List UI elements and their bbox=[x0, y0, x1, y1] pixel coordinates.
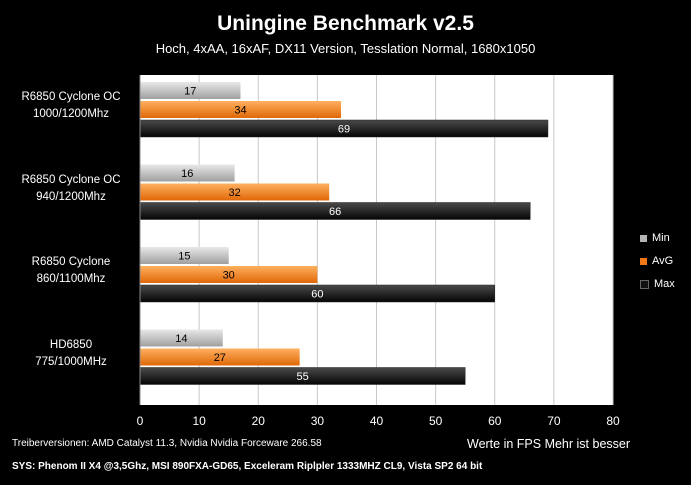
bar-value-label: 69 bbox=[338, 123, 350, 135]
bar-avg bbox=[140, 101, 342, 118]
category-label-line: 775/1000MHz bbox=[35, 355, 107, 368]
bar-value-label: 30 bbox=[223, 269, 235, 281]
bar-min bbox=[140, 164, 235, 182]
x-tick-label: 20 bbox=[251, 414, 265, 428]
bar-value-label: 27 bbox=[214, 352, 226, 364]
category-label-line: 940/1200Mhz bbox=[36, 190, 106, 203]
category-label-line: 860/1100Mhz bbox=[36, 273, 106, 286]
bar-value-label: 34 bbox=[234, 104, 246, 116]
category-label-line: R6850 Cyclone OC bbox=[21, 173, 121, 186]
bar-avg bbox=[140, 183, 330, 201]
x-axis-label: Werte in FPS Mehr ist besser bbox=[467, 437, 631, 451]
x-tick-label: 40 bbox=[369, 414, 384, 428]
x-tick-label: 10 bbox=[192, 414, 206, 428]
category-label: R6850 Cyclone 860/1100Mhz bbox=[8, 254, 134, 288]
category-label: R6850 Cyclone OC 1000/1200Mhz bbox=[8, 89, 134, 123]
legend-swatch bbox=[640, 257, 647, 265]
bar-min bbox=[140, 329, 223, 347]
x-tick-label: 60 bbox=[488, 414, 502, 428]
x-tick-label: 0 bbox=[136, 414, 144, 428]
category-label: HD6850 775/1000MHz bbox=[8, 337, 134, 371]
bar-value-label: 32 bbox=[228, 187, 240, 199]
x-tick-label: 70 bbox=[547, 414, 561, 428]
legend-swatch bbox=[640, 279, 649, 289]
category-label-line: R6850 Cyclone bbox=[31, 256, 111, 269]
legend-label: Max bbox=[654, 278, 675, 290]
bar-value-label: 14 bbox=[175, 333, 187, 345]
legend-item-max: Max bbox=[640, 278, 675, 290]
legend-label: Min bbox=[652, 232, 670, 244]
bar-value-label: 15 bbox=[178, 250, 190, 262]
chart-title: Uningine Benchmark v2.5 bbox=[217, 12, 474, 35]
bar-value-label: 66 bbox=[329, 206, 341, 218]
bar-min bbox=[140, 247, 229, 264]
category-label-line: HD6850 bbox=[49, 338, 93, 351]
bar-min bbox=[140, 82, 241, 99]
bar-value-label: 17 bbox=[184, 85, 196, 97]
bar-value-label: 55 bbox=[296, 371, 308, 383]
bar-value-label: 16 bbox=[181, 168, 193, 180]
x-tick-label: 80 bbox=[606, 414, 620, 428]
driver-note: Treiberversionen: AMD Catalyst 11.3, Nvi… bbox=[12, 438, 322, 449]
x-tick-label: 50 bbox=[428, 414, 443, 428]
legend-swatch bbox=[640, 234, 647, 242]
category-label: R6850 Cyclone OC 940/1200Mhz bbox=[8, 172, 134, 206]
category-label-line: 1000/1200Mhz bbox=[32, 108, 110, 121]
category-label-line: R6850 Cyclone OC bbox=[21, 91, 121, 104]
legend-item-min: Min bbox=[640, 232, 670, 244]
bar-value-label: 60 bbox=[311, 288, 323, 300]
x-tick-label: 30 bbox=[310, 414, 325, 428]
chart-subtitle: Hoch, 4xAA, 16xAF, DX11 Version, Tesslat… bbox=[155, 41, 536, 56]
bar-avg bbox=[140, 348, 300, 366]
system-note: SYS: Phenom II X4 @3,5Ghz, MSI 890FXA-GD… bbox=[12, 461, 483, 472]
legend-item-avg: AvG bbox=[640, 255, 673, 267]
legend-label: AvG bbox=[652, 255, 674, 267]
bar-avg bbox=[140, 266, 318, 283]
